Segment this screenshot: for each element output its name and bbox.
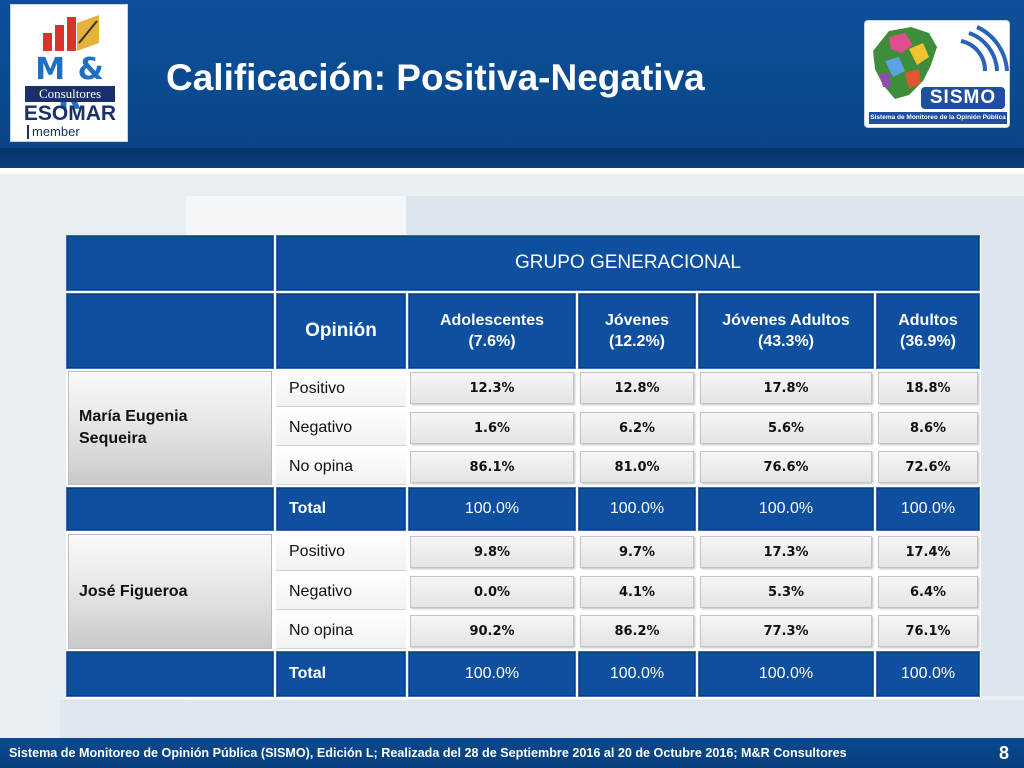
map-icon — [873, 25, 1009, 99]
value-cell: 77.3% — [700, 615, 872, 647]
candidate-name-line: José Figueroa — [79, 582, 188, 600]
value-cell: 17.8% — [700, 372, 872, 404]
bar-chart-icon — [43, 15, 99, 51]
footer-source: Sistema de Monitoreo de Opinión Pública … — [9, 746, 847, 760]
value-cell: 86.1% — [410, 451, 574, 483]
column-share: (43.3%) — [757, 333, 815, 350]
value-cell: 9.7% — [580, 536, 694, 568]
opinion-label: No opina — [276, 449, 406, 485]
total-value: 100.0% — [408, 651, 576, 697]
value-cell: 4.1% — [580, 576, 694, 608]
column-name: Adultos — [898, 312, 958, 329]
value-cell: 6.4% — [878, 576, 978, 608]
value-cell: 0.0% — [410, 576, 574, 608]
value-cell: 1.6% — [410, 412, 574, 444]
member-text: member — [27, 125, 80, 139]
value-cell: 5.3% — [700, 576, 872, 608]
column-share: (7.6%) — [468, 333, 516, 350]
column-header-jovenes-adultos: Jóvenes Adultos (43.3%) — [698, 293, 874, 369]
opinion-label: Negativo — [276, 410, 406, 446]
results-table: GRUPO GENERACIONAL Opinión Adolescentes … — [66, 235, 981, 699]
column-header-adolescentes: Adolescentes (7.6%) — [408, 293, 576, 369]
page-title: Calificación: Positiva-Negativa — [166, 57, 705, 98]
column-share: (36.9%) — [899, 333, 957, 350]
column-name: Adolescentes — [439, 312, 545, 329]
value-cell: 8.6% — [878, 412, 978, 444]
total-value: 100.0% — [578, 487, 696, 531]
value-cell: 9.8% — [410, 536, 574, 568]
value-cell: 72.6% — [878, 451, 978, 483]
header-divider — [0, 168, 1024, 174]
candidate-name-line: María Eugenia — [79, 408, 188, 425]
value-cell: 12.3% — [410, 372, 574, 404]
sismo-wordmark: SISMO — [921, 87, 1005, 109]
footer-bar: Sistema de Monitoreo de Opinión Pública … — [0, 738, 1024, 768]
total-value: 100.0% — [698, 651, 874, 697]
column-share: (12.2%) — [608, 333, 666, 350]
mr-sub-text: Consultores — [25, 86, 115, 102]
value-cell: 5.6% — [700, 412, 872, 444]
background-panel — [60, 700, 1024, 738]
esomar-text: ESOMAR — [23, 102, 117, 125]
value-cell: 18.8% — [878, 372, 978, 404]
value-cell: 6.2% — [580, 412, 694, 444]
value-cell: 86.2% — [580, 615, 694, 647]
candidate-name-line: Sequeira — [79, 430, 147, 447]
sismo-caption: Sistema de Monitoreo de la Opinión Públi… — [869, 112, 1007, 124]
value-cell: 76.6% — [700, 451, 872, 483]
candidate-name-cell: María Eugenia Sequeira — [68, 371, 272, 485]
value-cell: 12.8% — [580, 372, 694, 404]
value-cell: 81.0% — [580, 451, 694, 483]
header-bar — [0, 0, 1024, 148]
header-empty-cell — [66, 293, 274, 369]
opinion-label: No opina — [276, 613, 406, 649]
column-name: Jóvenes Adultos — [722, 312, 850, 329]
column-header-adultos: Adultos (36.9%) — [876, 293, 980, 369]
column-header-jovenes: Jóvenes (12.2%) — [578, 293, 696, 369]
total-label: Total — [276, 651, 406, 697]
header-empty-cell — [66, 235, 274, 291]
opinion-label: Positivo — [276, 371, 406, 407]
total-empty-cell — [66, 651, 274, 697]
group-header: GRUPO GENERACIONAL — [276, 235, 980, 291]
candidate-name-cell: José Figueroa — [68, 534, 272, 649]
value-cell: 17.4% — [878, 536, 978, 568]
opinion-header: Opinión — [276, 293, 406, 369]
total-value: 100.0% — [408, 487, 576, 531]
opinion-label: Negativo — [276, 574, 406, 610]
total-value: 100.0% — [876, 651, 980, 697]
total-value: 100.0% — [876, 487, 980, 531]
sismo-logo: SISMO Sistema de Monitoreo de la Opinión… — [864, 20, 1010, 128]
opinion-label: Positivo — [276, 534, 406, 571]
value-cell: 76.1% — [878, 615, 978, 647]
column-name: Jóvenes — [604, 312, 670, 329]
total-label: Total — [276, 487, 406, 531]
total-value: 100.0% — [578, 651, 696, 697]
mr-consultores-logo: M & R Consultores ESOMAR member — [10, 4, 128, 142]
page-number: 8 — [998, 743, 1009, 763]
value-cell: 17.3% — [700, 536, 872, 568]
total-value: 100.0% — [698, 487, 874, 531]
total-empty-cell — [66, 487, 274, 531]
header-band — [0, 148, 1024, 168]
value-cell: 90.2% — [410, 615, 574, 647]
